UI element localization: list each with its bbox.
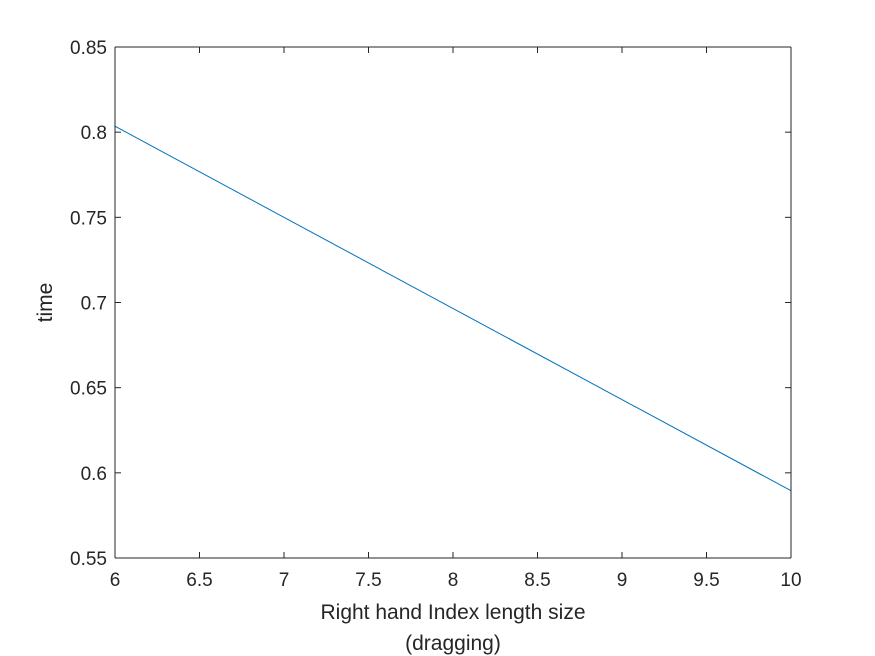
x-tick-label: 10: [780, 570, 801, 591]
y-tick-label: 0.8: [81, 123, 107, 144]
series-group: [114, 125, 792, 492]
x-axis-ticks: 6 6.5 7 7.5 8 8.5 9 9.5 10: [110, 47, 802, 591]
x-tick-label: 7.5: [355, 570, 381, 591]
y-tick-label: 0.75: [70, 208, 107, 229]
y-tick-label: 0.65: [70, 379, 107, 400]
y-tick-label: 0.7: [81, 294, 107, 315]
x-tick-label: 6.5: [186, 570, 212, 591]
y-tick-label: 0.55: [70, 549, 107, 570]
x-tick-label: 6: [110, 570, 121, 591]
plot-area: [115, 47, 791, 558]
x-tick-label: 7: [279, 570, 290, 591]
y-axis-ticks: 0.55 0.6 0.65 0.7 0.75 0.8 0.85: [70, 38, 791, 570]
y-tick-label: 0.6: [81, 464, 107, 485]
x-tick-label: 8: [448, 570, 459, 591]
x-tick-label: 8.5: [524, 570, 550, 591]
series-line-1: [114, 125, 792, 492]
y-axis-label: time: [34, 283, 57, 323]
x-axis-label-line-1: Right hand Index length size: [320, 601, 585, 624]
plot-background: [115, 47, 791, 558]
x-axis-label-line-2: (dragging): [405, 632, 501, 655]
axis-labels: Right hand Index length size (dragging) …: [34, 283, 586, 655]
y-tick-label: 0.85: [70, 38, 107, 59]
x-tick-label: 9: [617, 570, 628, 591]
x-tick-label: 9.5: [693, 570, 719, 591]
